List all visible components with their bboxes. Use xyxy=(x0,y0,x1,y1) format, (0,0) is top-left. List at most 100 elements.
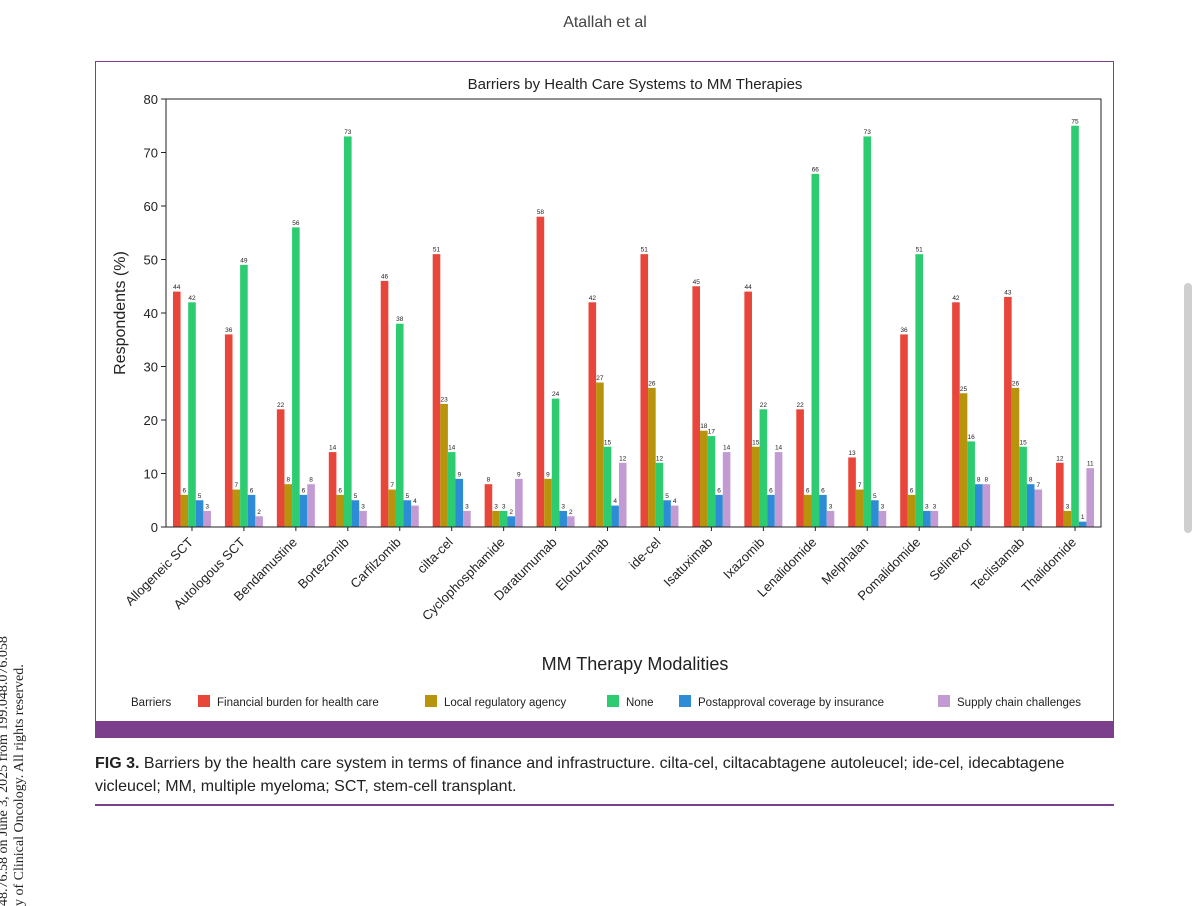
chart-title: Barriers by Health Care Systems to MM Th… xyxy=(468,76,803,93)
bar xyxy=(759,409,768,527)
bar xyxy=(611,505,619,527)
legend-entry-label: None xyxy=(626,697,654,709)
bar-value-label: 23 xyxy=(440,396,448,403)
bar-value-label: 5 xyxy=(665,493,669,500)
bar xyxy=(1034,489,1043,527)
legend-swatch xyxy=(425,695,437,707)
bar-value-label: 6 xyxy=(806,487,810,494)
bar xyxy=(707,436,716,527)
bar xyxy=(544,478,552,527)
bar xyxy=(255,516,263,527)
bar-value-label: 8 xyxy=(286,477,290,484)
bar xyxy=(328,452,337,527)
scrollbar-thumb[interactable] xyxy=(1184,283,1192,533)
y-tick-label: 10 xyxy=(144,467,158,482)
bar xyxy=(432,254,441,527)
bar xyxy=(403,500,412,527)
bar-value-label: 4 xyxy=(413,498,417,505)
bar xyxy=(855,489,864,527)
bar xyxy=(492,510,500,527)
bar-value-label: 12 xyxy=(1056,455,1064,462)
bar-value-label: 46 xyxy=(381,273,389,280)
bar xyxy=(224,334,233,527)
bar xyxy=(618,462,627,527)
bar-value-label: 36 xyxy=(225,327,233,334)
y-tick-label: 30 xyxy=(144,360,158,375)
bar xyxy=(952,302,960,527)
bar xyxy=(515,478,523,527)
bar-value-label: 15 xyxy=(604,439,612,446)
bar-value-label: 4 xyxy=(613,498,617,505)
bar-value-label: 22 xyxy=(277,402,285,409)
bar-value-label: 5 xyxy=(198,493,202,500)
legend-title: Barriers xyxy=(131,697,172,709)
bar xyxy=(276,409,285,527)
bar-value-label: 22 xyxy=(760,402,768,409)
bar-value-label: 16 xyxy=(968,434,976,441)
bar-value-label: 12 xyxy=(619,455,627,462)
bar-value-label: 3 xyxy=(933,503,937,510)
x-tick-label: Thalidomide xyxy=(1018,535,1079,596)
bar xyxy=(411,505,419,527)
bar-value-label: 44 xyxy=(173,284,181,291)
bar xyxy=(670,505,679,527)
bar xyxy=(692,286,701,527)
legend-swatch xyxy=(938,695,950,707)
bar xyxy=(1063,510,1072,527)
bar-value-label: 15 xyxy=(752,439,760,446)
bar xyxy=(455,478,464,527)
bar-value-label: 5 xyxy=(354,493,358,500)
legend-entry-label: Supply chain challenges xyxy=(957,697,1081,709)
data-label-layer: 4464253367496222856681467353467385451231… xyxy=(173,118,1094,521)
bar-value-label: 7 xyxy=(858,482,862,489)
bar xyxy=(344,136,352,527)
bar xyxy=(930,510,939,527)
y-axis-label: Respondents (%) xyxy=(112,251,129,375)
bar xyxy=(247,494,256,527)
bar-value-label: 8 xyxy=(487,477,491,484)
bar-value-label: 6 xyxy=(250,487,254,494)
y-tick-label: 0 xyxy=(151,520,158,535)
bar-value-label: 44 xyxy=(745,284,753,291)
bar xyxy=(499,510,508,527)
bar xyxy=(507,516,516,527)
bar xyxy=(596,382,604,527)
bar xyxy=(967,441,975,527)
bar xyxy=(359,510,367,527)
bar-value-label: 36 xyxy=(900,327,908,334)
bar xyxy=(796,409,804,527)
bar xyxy=(900,334,908,527)
bar xyxy=(380,280,389,527)
legend-swatch xyxy=(607,695,619,707)
x-tick-label: Carfilzomib xyxy=(347,535,404,592)
bar-value-label: 8 xyxy=(977,477,981,484)
bar-value-label: 42 xyxy=(188,295,196,302)
running-head: Atallah et al xyxy=(563,14,647,31)
bar-value-label: 3 xyxy=(502,503,506,510)
bar xyxy=(463,510,471,527)
legend-swatch xyxy=(679,695,691,707)
plot-area-border xyxy=(165,98,1102,528)
bar-value-label: 11 xyxy=(1087,461,1094,468)
bar xyxy=(915,254,923,527)
bar-value-label: 2 xyxy=(509,509,513,516)
x-tick-label: cilta-cel xyxy=(414,534,456,576)
bar xyxy=(974,484,983,527)
bar-value-label: 3 xyxy=(881,503,885,510)
bar-value-label: 6 xyxy=(183,487,187,494)
bar-value-label: 7 xyxy=(1036,482,1040,489)
bar-value-label: 49 xyxy=(240,257,248,264)
bar-value-label: 3 xyxy=(494,503,498,510)
bar xyxy=(715,494,723,527)
bar-value-label: 3 xyxy=(205,503,209,510)
bar-value-label: 75 xyxy=(1071,118,1079,125)
bar xyxy=(878,510,887,527)
bar-value-label: 26 xyxy=(1012,380,1020,387)
bar xyxy=(440,403,448,527)
bar xyxy=(1071,125,1079,527)
legend-entry-label: Financial burden for health care xyxy=(217,697,379,709)
bar xyxy=(1004,296,1012,527)
bar xyxy=(307,484,315,527)
bar xyxy=(744,291,752,527)
